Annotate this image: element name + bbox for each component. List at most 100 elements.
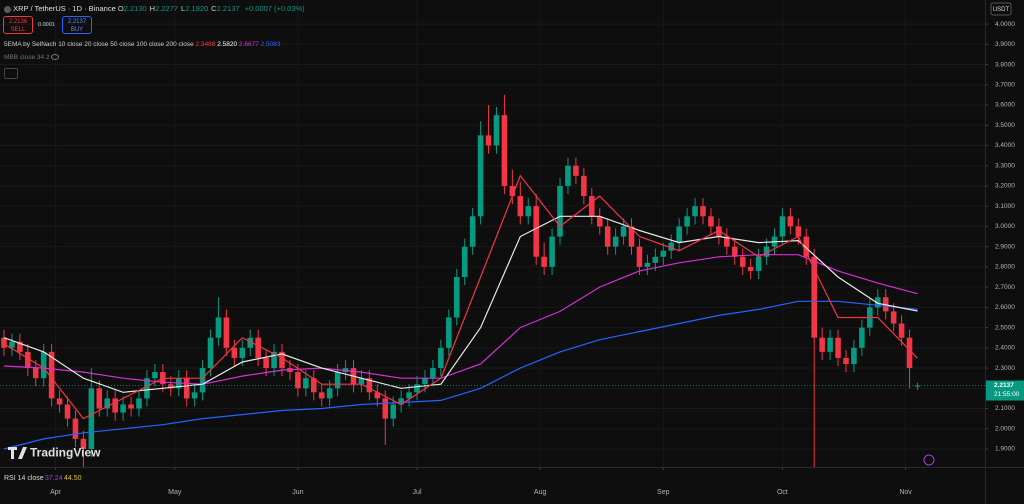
candle-body bbox=[207, 337, 214, 369]
y-tick-label: 2.0000 bbox=[995, 425, 1015, 432]
candle-body bbox=[731, 246, 738, 257]
candle-body bbox=[596, 216, 603, 227]
candle-body bbox=[716, 226, 722, 237]
indicator-name[interactable]: 5EMA by SelNach 10 close 20 close 50 clo… bbox=[4, 41, 194, 48]
candle-body bbox=[779, 216, 786, 237]
candle-body bbox=[263, 357, 269, 369]
candle-body bbox=[422, 378, 428, 385]
x-tick-label: May bbox=[168, 489, 182, 496]
candle-body bbox=[358, 378, 365, 385]
ohlc-value: 2.2137 bbox=[216, 4, 240, 13]
candle-body bbox=[493, 115, 500, 146]
candle-body bbox=[644, 262, 651, 267]
indicator-value: 2.6677 bbox=[238, 41, 259, 48]
candle-body bbox=[414, 384, 420, 393]
candle-body bbox=[549, 236, 555, 267]
candle-body bbox=[668, 242, 675, 251]
y-tick-label: 3.5000 bbox=[995, 122, 1015, 129]
x-tick-label: Apr bbox=[50, 489, 62, 496]
candle-body bbox=[676, 226, 682, 243]
candle-body bbox=[215, 317, 222, 338]
symbol[interactable]: XRP / TetherUS · 1D · Binance bbox=[13, 4, 116, 13]
candle-body bbox=[1, 337, 7, 348]
ema-line bbox=[3, 174, 918, 420]
candle-body bbox=[604, 226, 611, 247]
candle-body bbox=[589, 196, 595, 217]
candle-body bbox=[239, 347, 246, 358]
candle-body bbox=[247, 337, 254, 348]
ohlc-key: L bbox=[181, 4, 186, 13]
candle-body bbox=[32, 368, 39, 379]
y-tick-label: 4.0000 bbox=[995, 21, 1015, 28]
candle-body bbox=[136, 398, 142, 409]
y-tick-label: 2.5000 bbox=[995, 324, 1015, 331]
indicator-value: 2.5083 bbox=[260, 41, 281, 48]
candle-body bbox=[906, 337, 913, 369]
collapse-button[interactable] bbox=[4, 68, 18, 79]
candle-body bbox=[430, 368, 436, 379]
candle-body bbox=[557, 185, 563, 237]
candle-body bbox=[96, 388, 103, 409]
y-tick-label: 1.9000 bbox=[995, 446, 1015, 453]
candle-body bbox=[620, 226, 627, 237]
candle-body bbox=[763, 246, 770, 257]
candle-body bbox=[811, 256, 817, 338]
currency-button[interactable] bbox=[990, 2, 1012, 16]
candle-body bbox=[708, 216, 714, 227]
sell-button[interactable]: 2.2136 SELL bbox=[3, 16, 33, 34]
eye-icon[interactable] bbox=[51, 54, 60, 61]
ema-line bbox=[3, 300, 918, 450]
candle-body bbox=[191, 392, 198, 399]
buy-label: BUY bbox=[70, 27, 84, 33]
candle-body bbox=[795, 226, 802, 237]
ohlc-value: 2.2277 bbox=[155, 4, 179, 13]
candle-body bbox=[64, 404, 71, 419]
ohlc-key: C bbox=[211, 4, 217, 13]
candle-body bbox=[271, 351, 277, 369]
x-tick-label: Aug bbox=[534, 489, 547, 496]
candle-body bbox=[183, 378, 190, 399]
plot-area bbox=[0, 94, 985, 467]
candle-body bbox=[40, 351, 47, 379]
mbb-name[interactable]: MBB close 34 2 bbox=[4, 54, 50, 61]
candle-body bbox=[120, 404, 126, 413]
candle-body bbox=[279, 351, 285, 369]
candle-body bbox=[914, 385, 921, 387]
y-tick-label: 2.4000 bbox=[995, 345, 1015, 352]
candle-body bbox=[318, 392, 325, 399]
candle-body bbox=[485, 135, 492, 146]
candle-body bbox=[851, 347, 857, 365]
ohlc-value: 2.1920 bbox=[185, 4, 209, 13]
logo-text: TradingView bbox=[30, 446, 101, 460]
rsi-value: 44.50 bbox=[64, 475, 82, 482]
y-tick-label: 2.8000 bbox=[995, 264, 1015, 271]
candle-body bbox=[406, 392, 412, 399]
candle-body bbox=[874, 297, 881, 308]
y-tick-label: 2.3000 bbox=[995, 365, 1015, 372]
candle-body bbox=[660, 250, 667, 257]
candle-body bbox=[684, 216, 690, 227]
buy-button[interactable]: 2.2137 BUY bbox=[62, 16, 92, 34]
candle-body bbox=[199, 368, 206, 393]
y-tick-label: 3.8000 bbox=[995, 61, 1015, 68]
y-tick-label: 2.6000 bbox=[995, 304, 1015, 311]
ema-line bbox=[3, 215, 918, 393]
currency[interactable]: USDT bbox=[993, 7, 1010, 13]
candle-body bbox=[477, 135, 484, 217]
rsi-label: RSI 14 close bbox=[4, 475, 44, 482]
ohlc-value: 2.2130 bbox=[123, 4, 147, 13]
candle-body bbox=[724, 236, 730, 247]
candle-body bbox=[310, 378, 317, 393]
candle-body bbox=[700, 206, 706, 217]
candle-body bbox=[652, 256, 659, 263]
last-price-label: 2.2137 bbox=[994, 382, 1014, 389]
ohlc: O2.2130 H2.2277 L2.1920 C2.2137 bbox=[118, 4, 243, 13]
ohlc-key: H bbox=[149, 4, 156, 13]
candle-body bbox=[827, 337, 833, 352]
candle-body bbox=[398, 398, 404, 405]
candle-body bbox=[72, 418, 79, 439]
indicator-value: 2.3488 bbox=[195, 41, 216, 48]
logo-mark bbox=[8, 447, 27, 459]
candle-body bbox=[303, 378, 309, 389]
alert-icon[interactable] bbox=[923, 454, 935, 466]
